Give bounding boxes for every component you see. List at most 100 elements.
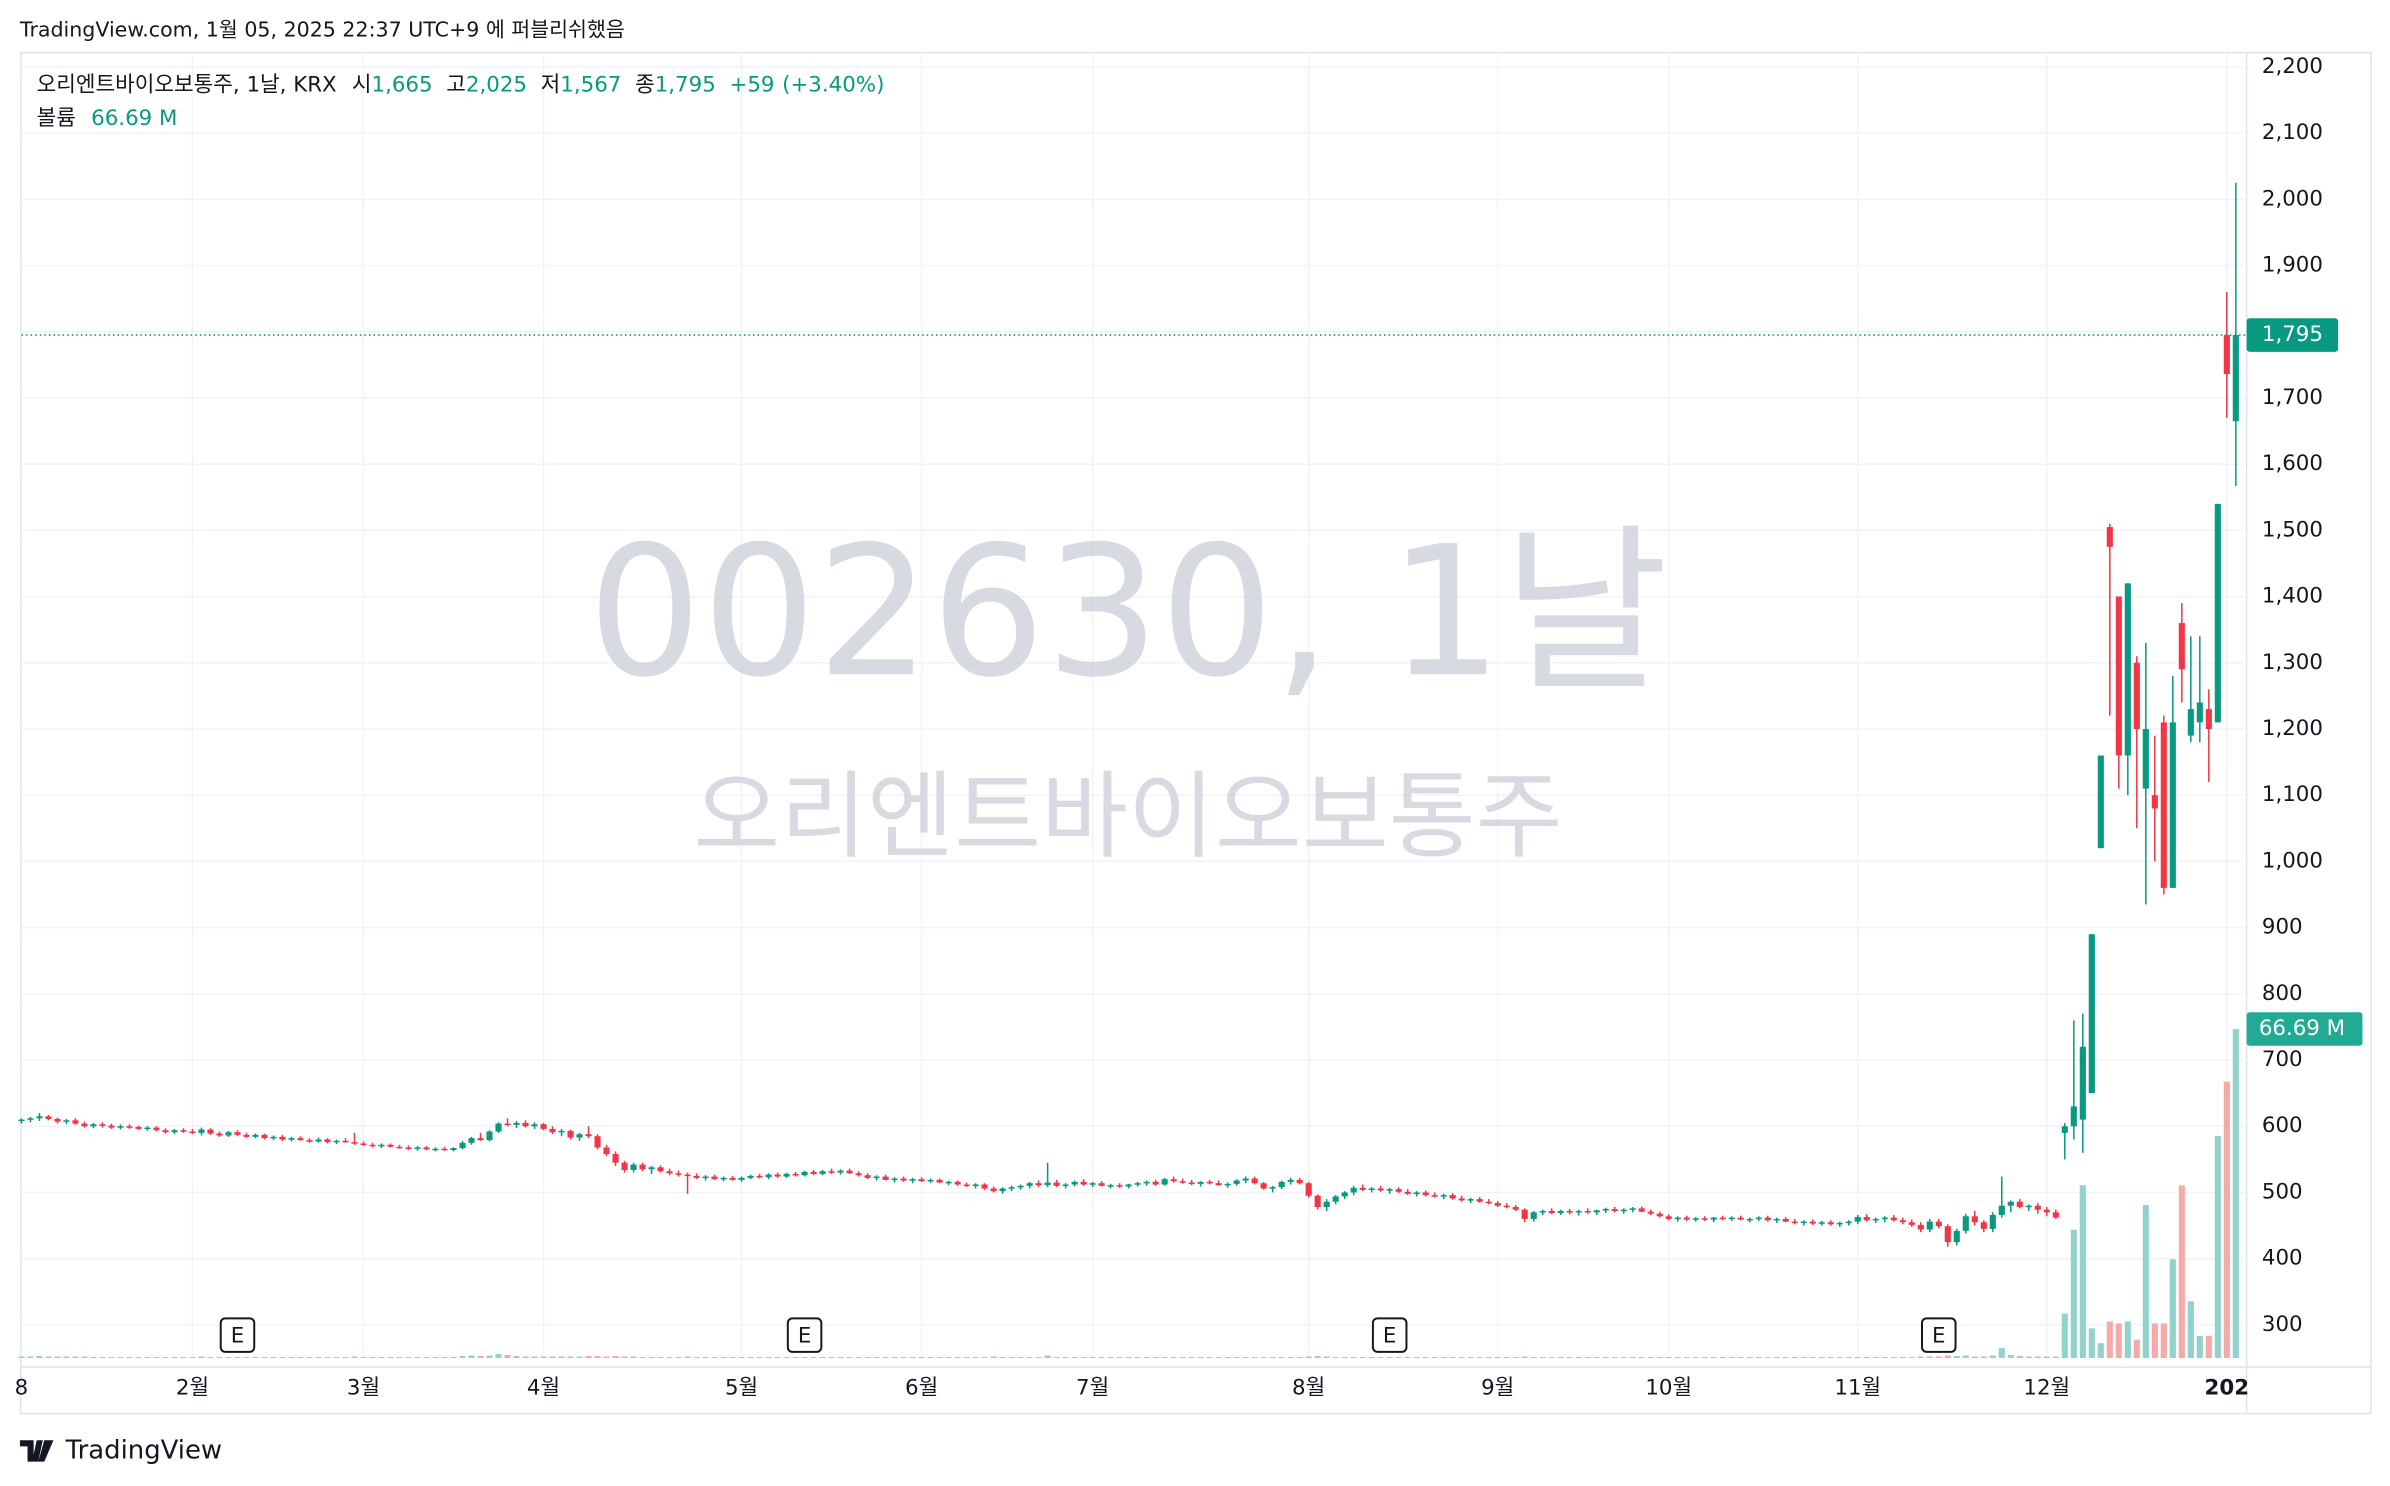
candle-body — [1152, 1181, 1159, 1185]
candle-body — [1683, 1217, 1690, 1220]
volume-bar — [1098, 1356, 1105, 1358]
volume-bar — [810, 1356, 817, 1358]
volume-bar — [18, 1356, 25, 1358]
y-tick-label: 1,500 — [2262, 517, 2323, 542]
candle-body — [702, 1176, 709, 1179]
volume-bar — [999, 1356, 1006, 1358]
candle-body — [801, 1171, 808, 1176]
candle-body — [1107, 1185, 1114, 1187]
candle-body — [1665, 1216, 1672, 1219]
candle-body — [2070, 1106, 2077, 1127]
volume-bar — [396, 1356, 403, 1358]
volume-bar — [801, 1356, 808, 1358]
candle-body — [1125, 1184, 1132, 1187]
volume-bar — [531, 1356, 538, 1358]
x-tick-label: 11월 — [1834, 1375, 1881, 1400]
candle-body — [1188, 1182, 1195, 1185]
volume-bar — [765, 1356, 772, 1358]
volume-bar — [675, 1356, 682, 1358]
volume-legend-value: 66.69 M — [91, 106, 177, 131]
candle-body — [135, 1126, 142, 1129]
volume-bar — [1224, 1356, 1231, 1358]
volume-bar — [792, 1356, 799, 1358]
volume-bar — [693, 1356, 700, 1358]
volume-bar — [783, 1356, 790, 1358]
candle-body — [1386, 1189, 1393, 1191]
candle-body — [657, 1167, 664, 1172]
candle-body — [747, 1175, 754, 1178]
candle-body — [1314, 1195, 1321, 1208]
candle-body — [2007, 1201, 2014, 1206]
candle-body — [873, 1176, 880, 1179]
candle-body — [1242, 1178, 1249, 1181]
volume-bar — [1431, 1356, 1438, 1358]
candle-body — [1557, 1210, 1564, 1213]
volume-bar — [927, 1356, 934, 1358]
candle-body — [126, 1126, 133, 1128]
volume-bar — [162, 1356, 169, 1358]
candle-body — [1989, 1214, 1996, 1229]
legend-close: 1,795 — [655, 72, 716, 97]
x-tick-label: 5월 — [725, 1375, 758, 1400]
candle-body — [432, 1148, 439, 1151]
candle-body — [1359, 1187, 1366, 1190]
x-tick-label: 2월 — [176, 1375, 209, 1400]
x-tick-label: 8 — [15, 1375, 29, 1400]
y-tick-label: 2,000 — [2262, 186, 2323, 211]
volume-bar — [288, 1356, 295, 1358]
volume-bar — [918, 1356, 925, 1358]
legend-low: 1,567 — [560, 72, 621, 97]
volume-bar — [1449, 1356, 1456, 1358]
volume-bar — [1044, 1355, 1051, 1358]
candle-body — [576, 1134, 583, 1138]
candle-body — [846, 1170, 853, 1174]
volume-bar — [54, 1356, 61, 1358]
volume-bar — [1404, 1356, 1411, 1358]
candle-body — [999, 1188, 1006, 1192]
volume-bar — [108, 1356, 115, 1358]
candle-body — [594, 1136, 601, 1148]
candle-body — [2151, 795, 2158, 809]
volume-bar — [1458, 1356, 1465, 1358]
candle-body — [144, 1127, 151, 1130]
volume-bar — [270, 1356, 277, 1358]
volume-bar — [1467, 1356, 1474, 1358]
candle-body — [1161, 1179, 1168, 1185]
volume-bar — [819, 1356, 826, 1358]
volume-bar — [756, 1356, 763, 1358]
candle-body — [765, 1174, 772, 1178]
volume-bar — [1134, 1356, 1141, 1358]
volume-bar — [1845, 1356, 1852, 1358]
candle-body — [72, 1120, 79, 1124]
candle-body — [1503, 1205, 1510, 1208]
y-tick-label: 400 — [2262, 1246, 2303, 1271]
candle-body — [612, 1154, 619, 1163]
volume-bar — [522, 1356, 529, 1358]
candle-body — [225, 1132, 232, 1136]
candle-body — [1494, 1203, 1501, 1206]
last-price-tag — [2246, 318, 2339, 352]
candle-body — [198, 1129, 205, 1133]
volume-bar — [27, 1356, 34, 1358]
candle-body — [648, 1167, 655, 1170]
y-tick-label: 1,000 — [2262, 848, 2323, 873]
x-tick-label: 8월 — [1292, 1375, 1325, 1400]
event-marker — [1921, 1317, 1957, 1353]
candle-body — [1296, 1179, 1303, 1184]
legend-low-label: 저 — [541, 72, 561, 97]
candle-body — [2025, 1205, 2032, 1208]
candle-body — [1827, 1222, 1834, 1225]
candle-body — [2097, 755, 2104, 849]
candle-body — [1143, 1181, 1150, 1184]
volume-bar — [2106, 1321, 2113, 1358]
volume-bar — [1251, 1356, 1258, 1358]
volume-bar — [1260, 1356, 1267, 1358]
volume-bar — [1494, 1356, 1501, 1358]
candle-body — [1368, 1188, 1375, 1191]
volume-bar — [1827, 1356, 1834, 1358]
candle-body — [90, 1124, 97, 1127]
candle-body — [342, 1140, 349, 1143]
volume-bar — [648, 1356, 655, 1358]
volume-bar — [333, 1356, 340, 1358]
volume-bar — [1503, 1356, 1510, 1358]
